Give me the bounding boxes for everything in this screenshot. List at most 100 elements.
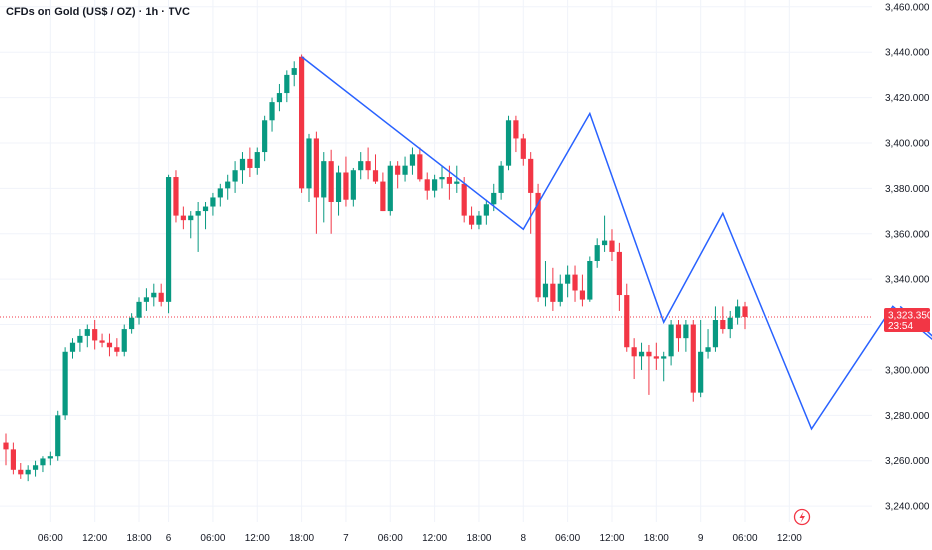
candle-up (210, 197, 216, 207)
candle-up (188, 215, 194, 221)
time-axis-label: 06:00 (555, 533, 580, 544)
time-axis-label: 18:00 (466, 533, 491, 544)
candle-up (498, 165, 504, 193)
candle-up (358, 161, 364, 171)
candle-up (40, 458, 46, 466)
candle-up (269, 102, 275, 121)
candle-up (542, 283, 549, 298)
lightning-icon-circle (793, 508, 811, 526)
candle-up (84, 329, 90, 336)
candle-down (417, 154, 423, 180)
candle-up (262, 120, 268, 153)
candle-up (165, 177, 172, 302)
candle-down (675, 324, 682, 339)
chart-title: CFDs on Gold (US$ / OZ) · 1h · TVC (6, 6, 190, 18)
time-axis-label: 8 (521, 533, 527, 544)
candle-up (151, 292, 157, 298)
candle-down (158, 292, 164, 302)
time-axis-label: 12:00 (82, 533, 107, 544)
price-axis-label: 3,400.000 (885, 138, 930, 149)
time-axis[interactable]: 06:00 12:00 18:00 6 06:00 12:00 18:00 7 06:00 12:… (38, 533, 802, 544)
candle-up (143, 297, 150, 302)
price-axis-label: 3,280.000 (885, 411, 930, 422)
candle-up (321, 161, 327, 198)
pattern-drawing[interactable] (301, 56, 932, 431)
candle-up (25, 469, 31, 475)
time-axis-label: 12:00 (245, 533, 270, 544)
time-axis-label: 06:00 (200, 533, 225, 544)
candle-up (121, 329, 127, 352)
time-axis-label: 12:00 (422, 533, 447, 544)
candle-down (550, 283, 556, 302)
time-axis-label: 18:00 (127, 533, 152, 544)
candle-up (735, 306, 741, 318)
candle-down (513, 120, 519, 139)
candle-up (129, 317, 135, 330)
candle-down (572, 274, 578, 291)
candle-up (77, 335, 83, 343)
candle-down (365, 161, 371, 171)
candle-down (180, 215, 186, 221)
time-axis-label: 18:00 (644, 533, 669, 544)
candle-up (202, 206, 209, 212)
candle-up (225, 181, 231, 189)
candle-down (631, 347, 637, 357)
lightning-icon-bolt (799, 511, 805, 523)
lightning-icon[interactable] (793, 508, 811, 526)
candle-up (254, 152, 260, 168)
candle-down (106, 342, 113, 348)
time-axis-label: 06:00 (732, 533, 757, 544)
price-axis[interactable]: 3,460.000 3,440.000 3,420.000 3,400.000 3,38… (885, 2, 930, 512)
time-axis-label: 18:00 (289, 533, 314, 544)
candle-up (698, 351, 704, 393)
time-axis-label: 9 (698, 533, 704, 544)
candle-down (646, 351, 652, 357)
candle-up (409, 154, 416, 166)
candle-up (284, 74, 290, 94)
last-price-tag-bg (884, 307, 930, 332)
candle-up (638, 351, 645, 357)
candles (3, 54, 748, 482)
price-axis-label: 3,260.000 (885, 456, 930, 467)
candle-up (32, 465, 39, 470)
price-axis-label: 3,380.000 (885, 184, 930, 195)
candle-down (520, 138, 526, 159)
price-axis-label: 3,360.000 (885, 229, 930, 240)
candle-up (217, 188, 223, 198)
candle-down (380, 181, 386, 212)
candle-down (624, 295, 630, 348)
candle-up (594, 245, 600, 261)
grid (0, 0, 872, 522)
candle-down (372, 170, 379, 182)
time-axis-label: 12:00 (599, 533, 624, 544)
candle-up (439, 177, 445, 180)
candle-down (720, 320, 726, 330)
candle-down (328, 161, 334, 202)
candle-down (609, 240, 615, 252)
candle-up (387, 165, 393, 212)
candle-up (291, 68, 297, 75)
candle-up (587, 261, 593, 300)
candle-up (136, 301, 142, 318)
candle-down (461, 183, 467, 216)
candle-up (47, 456, 53, 459)
candle-up (432, 179, 438, 191)
candle-down (653, 356, 659, 359)
candle-up (476, 215, 482, 225)
candle-down (690, 324, 696, 393)
candle-down (114, 347, 120, 352)
time-axis-label: 7 (343, 533, 349, 544)
candle-down (173, 177, 179, 216)
candle-down (535, 192, 541, 298)
candle-up (661, 356, 667, 359)
time-axis-label: 6 (166, 533, 172, 544)
price-axis-label: 3,440.000 (885, 48, 930, 59)
last-price-value: 3,323.350 (888, 310, 932, 321)
candle-up (195, 211, 201, 216)
time-axis-label: 06:00 (38, 533, 63, 544)
price-axis-label: 3,240.000 (885, 502, 930, 513)
candle-up (727, 317, 733, 330)
time-axis-label: 12:00 (777, 533, 802, 544)
